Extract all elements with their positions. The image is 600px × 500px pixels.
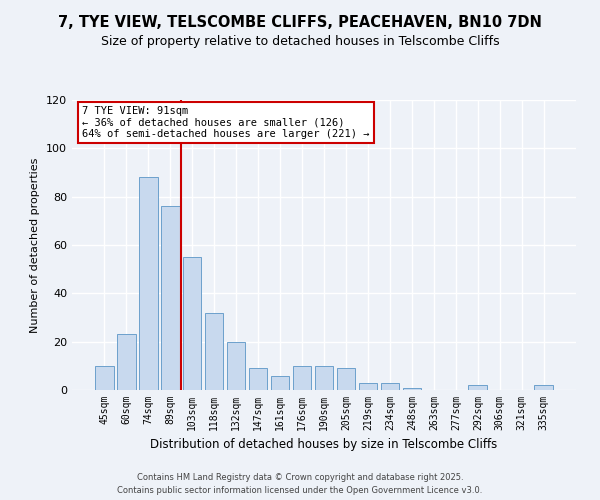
Bar bbox=[117, 334, 136, 390]
Bar bbox=[139, 178, 158, 390]
Bar bbox=[227, 342, 245, 390]
Bar bbox=[95, 366, 113, 390]
Text: 7 TYE VIEW: 91sqm
← 36% of detached houses are smaller (126)
64% of semi-detache: 7 TYE VIEW: 91sqm ← 36% of detached hous… bbox=[82, 106, 370, 139]
Bar bbox=[535, 385, 553, 390]
Bar bbox=[337, 368, 355, 390]
Bar bbox=[205, 312, 223, 390]
Bar bbox=[293, 366, 311, 390]
Y-axis label: Number of detached properties: Number of detached properties bbox=[31, 158, 40, 332]
Bar bbox=[314, 366, 334, 390]
Text: 7, TYE VIEW, TELSCOMBE CLIFFS, PEACEHAVEN, BN10 7DN: 7, TYE VIEW, TELSCOMBE CLIFFS, PEACEHAVE… bbox=[58, 15, 542, 30]
Bar bbox=[359, 383, 377, 390]
Bar bbox=[403, 388, 421, 390]
Bar bbox=[469, 385, 487, 390]
Bar bbox=[380, 383, 399, 390]
X-axis label: Distribution of detached houses by size in Telscombe Cliffs: Distribution of detached houses by size … bbox=[151, 438, 497, 452]
Text: Size of property relative to detached houses in Telscombe Cliffs: Size of property relative to detached ho… bbox=[101, 35, 499, 48]
Text: Contains HM Land Registry data © Crown copyright and database right 2025.
Contai: Contains HM Land Registry data © Crown c… bbox=[118, 474, 482, 495]
Bar bbox=[183, 257, 202, 390]
Bar bbox=[249, 368, 268, 390]
Bar bbox=[161, 206, 179, 390]
Bar bbox=[271, 376, 289, 390]
